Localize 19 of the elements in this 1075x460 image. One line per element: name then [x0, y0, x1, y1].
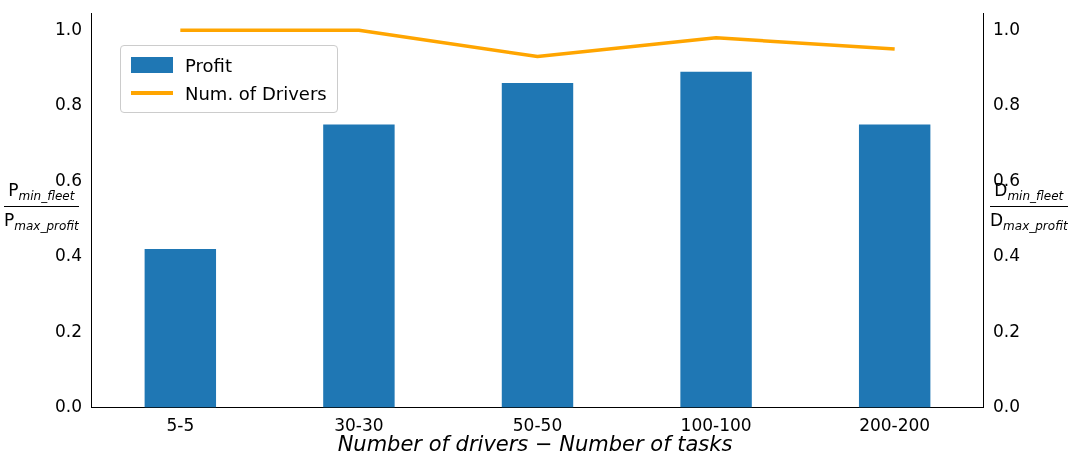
y2-tick-label: 0.2: [992, 320, 1021, 341]
legend-label: Profit: [185, 54, 232, 76]
y2-tick-label: 0.0: [992, 396, 1021, 417]
y-tick-label: 1.0: [54, 18, 83, 39]
x-tick-label: 5-5: [166, 415, 195, 436]
bar: [144, 249, 217, 408]
bar: [680, 71, 752, 408]
x-tick-label: 200-200: [859, 415, 931, 436]
legend-label: Num. of Drivers: [185, 82, 327, 104]
y-tick-label: 0.4: [54, 245, 83, 266]
bar: [323, 124, 395, 408]
y-tick-label: 0.0: [54, 396, 83, 417]
bar: [858, 124, 931, 408]
y2-tick-label: 0.4: [992, 245, 1021, 266]
y2-tick-label: 0.8: [992, 94, 1021, 115]
bar: [501, 83, 574, 408]
y2-tick-label: 1.0: [992, 18, 1021, 39]
y-tick-label: 0.8: [54, 94, 83, 115]
y-tick-label: 0.2: [54, 320, 83, 341]
